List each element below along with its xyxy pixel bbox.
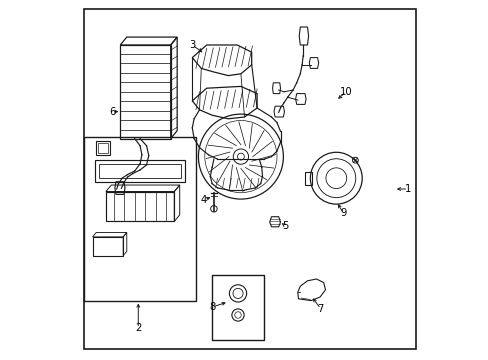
- Text: 7: 7: [317, 304, 324, 314]
- Text: 2: 2: [135, 323, 141, 333]
- Text: 8: 8: [208, 302, 215, 312]
- Text: 5: 5: [282, 221, 288, 231]
- Text: 1: 1: [404, 184, 410, 194]
- Text: 9: 9: [340, 208, 346, 218]
- Text: 4: 4: [201, 195, 207, 205]
- Text: 3: 3: [189, 40, 195, 50]
- Text: 10: 10: [339, 87, 352, 97]
- Text: 6: 6: [109, 107, 115, 117]
